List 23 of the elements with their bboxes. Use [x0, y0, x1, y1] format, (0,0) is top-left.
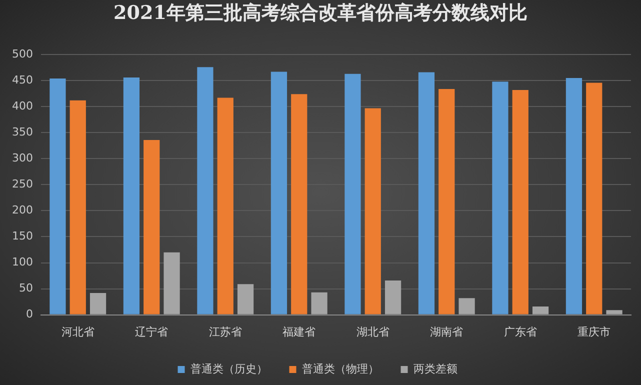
- x-tick-label: 广东省: [504, 325, 537, 338]
- y-tick-label: 400: [12, 100, 33, 112]
- x-tick-label: 重庆市: [578, 325, 611, 338]
- x-tick-label: 江苏省: [208, 325, 242, 338]
- y-tick-label: 0: [26, 308, 33, 321]
- y-tick-label: 300: [12, 152, 33, 165]
- y-tick-label: 350: [12, 126, 33, 139]
- x-tick-label: 湖南省: [430, 325, 464, 338]
- x-tick-label: 福建省: [282, 325, 316, 338]
- x-tick-label: 辽宁省: [135, 325, 168, 338]
- legend-label: 普通类（历史）: [190, 362, 268, 376]
- legend-label: 两类差额: [413, 362, 458, 376]
- y-tick-label: 50: [18, 282, 33, 295]
- x-tick-label: 湖北省: [356, 325, 390, 338]
- y-tick-label: 450: [12, 73, 33, 86]
- y-tick-label: 500: [12, 47, 33, 60]
- y-tick-label: 150: [12, 230, 33, 243]
- legend-label: 普通类（物理）: [302, 362, 379, 376]
- y-tick-label: 250: [12, 178, 33, 191]
- y-tick-label: 100: [12, 256, 33, 269]
- x-tick-label: 河北省: [61, 325, 94, 338]
- chart-title: 2021年第三批高考综合改革省份高考分数线对比: [112, 1, 528, 26]
- y-tick-label: 200: [12, 204, 33, 217]
